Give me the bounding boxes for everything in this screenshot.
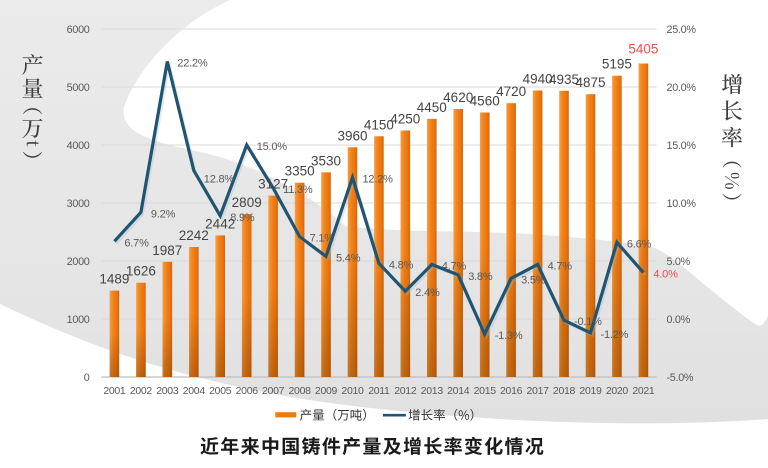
svg-text:2010: 2010: [341, 385, 364, 397]
svg-text:3350: 3350: [285, 164, 315, 179]
svg-text:0.0%: 0.0%: [667, 314, 691, 326]
svg-text:5195: 5195: [602, 57, 632, 72]
svg-text:9.2%: 9.2%: [151, 208, 176, 220]
svg-text:2442: 2442: [205, 216, 235, 231]
svg-text:25.0%: 25.0%: [667, 24, 697, 36]
svg-text:2009: 2009: [315, 385, 338, 397]
svg-text:3.5%: 3.5%: [521, 274, 546, 286]
svg-text:3127: 3127: [258, 177, 288, 192]
svg-text:11.3%: 11.3%: [283, 184, 313, 196]
svg-text:3960: 3960: [337, 128, 367, 143]
svg-text:4150: 4150: [364, 117, 394, 132]
svg-text:7.1%: 7.1%: [310, 233, 335, 245]
svg-text:2002: 2002: [130, 385, 153, 397]
svg-text:3.8%: 3.8%: [468, 271, 493, 283]
svg-text:2016: 2016: [500, 385, 523, 397]
svg-text:12.8%: 12.8%: [204, 174, 235, 186]
svg-text:5.4%: 5.4%: [336, 252, 361, 264]
svg-text:12.2%: 12.2%: [363, 174, 394, 186]
svg-text:6000: 6000: [67, 24, 90, 36]
svg-text:5405: 5405: [628, 42, 658, 57]
svg-text:1626: 1626: [126, 264, 156, 279]
svg-text:2020: 2020: [606, 385, 629, 397]
svg-text:2001: 2001: [103, 385, 126, 397]
svg-text:-5.0%: -5.0%: [667, 372, 694, 384]
svg-text:4.7%: 4.7%: [548, 261, 573, 273]
svg-text:4.0%: 4.0%: [653, 269, 678, 281]
svg-text:10.0%: 10.0%: [667, 198, 697, 210]
svg-text:0: 0: [84, 372, 90, 384]
svg-text:3000: 3000: [67, 198, 90, 210]
svg-text:2242: 2242: [179, 228, 209, 243]
svg-text:2021: 2021: [632, 385, 655, 397]
svg-text:4875: 4875: [575, 75, 605, 90]
svg-text:-1.2%: -1.2%: [601, 329, 629, 341]
svg-text:1000: 1000: [67, 314, 90, 326]
svg-text:2000: 2000: [67, 256, 90, 268]
svg-text:2005: 2005: [209, 385, 232, 397]
svg-text:6.7%: 6.7%: [124, 237, 149, 249]
svg-text:-1.3%: -1.3%: [495, 330, 523, 342]
svg-text:4250: 4250: [390, 112, 420, 127]
svg-text:2.4%: 2.4%: [415, 287, 440, 299]
svg-text:2006: 2006: [236, 385, 259, 397]
svg-text:4000: 4000: [67, 140, 90, 152]
svg-text:2018: 2018: [553, 385, 576, 397]
svg-text:2004: 2004: [183, 385, 206, 397]
svg-text:4560: 4560: [470, 94, 500, 109]
svg-text:2011: 2011: [368, 385, 390, 397]
svg-text:-0.1%: -0.1%: [574, 316, 602, 328]
svg-text:8.9%: 8.9%: [230, 212, 255, 224]
svg-text:4720: 4720: [496, 84, 526, 99]
svg-text:2017: 2017: [527, 385, 550, 397]
svg-text:1987: 1987: [152, 243, 182, 258]
svg-text:5000: 5000: [67, 82, 90, 94]
svg-text:15.0%: 15.0%: [667, 140, 697, 152]
svg-text:2007: 2007: [262, 385, 285, 397]
svg-text:3530: 3530: [311, 153, 341, 168]
svg-text:2019: 2019: [579, 385, 602, 397]
svg-text:2015: 2015: [474, 385, 497, 397]
svg-text:20.0%: 20.0%: [667, 82, 697, 94]
svg-text:4935: 4935: [549, 72, 579, 87]
svg-text:2003: 2003: [156, 385, 179, 397]
svg-text:1489: 1489: [99, 272, 129, 287]
svg-text:2013: 2013: [421, 385, 444, 397]
svg-text:4620: 4620: [443, 90, 473, 105]
svg-text:2014: 2014: [447, 385, 470, 397]
svg-text:2012: 2012: [394, 385, 417, 397]
svg-text:4450: 4450: [417, 100, 447, 115]
svg-text:4940: 4940: [523, 72, 553, 87]
svg-text:4.7%: 4.7%: [442, 261, 467, 273]
svg-text:22.2%: 22.2%: [177, 58, 208, 70]
svg-text:2008: 2008: [289, 385, 312, 397]
svg-text:2809: 2809: [232, 195, 262, 210]
svg-text:4.8%: 4.8%: [389, 259, 414, 271]
svg-text:6.6%: 6.6%: [627, 238, 652, 250]
svg-text:15.0%: 15.0%: [257, 141, 288, 153]
svg-text:5.0%: 5.0%: [667, 256, 691, 268]
